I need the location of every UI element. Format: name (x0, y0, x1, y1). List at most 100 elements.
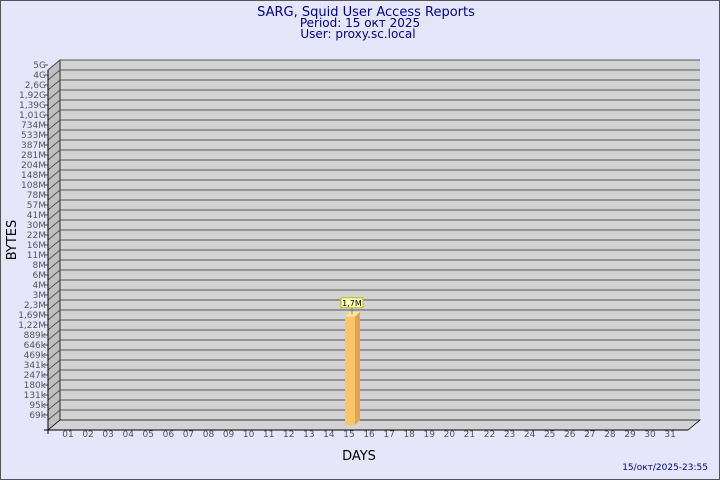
x-tick-label: 05 (143, 430, 154, 440)
gridline-wall (47, 399, 61, 411)
chart-title: SARG, Squid User Access Reports (257, 5, 475, 20)
x-tick-label: 07 (183, 430, 194, 440)
gridline-wall (47, 279, 61, 291)
gridline-wall (47, 69, 61, 81)
y-tick-label: 1,92G (19, 91, 46, 101)
gridline-wall (47, 289, 61, 301)
gridline-wall (47, 249, 61, 261)
x-tick-label: 02 (82, 430, 93, 440)
gridline-wall (47, 219, 61, 231)
y-tick-label: 131k (24, 391, 47, 401)
y-tick-label: 1,69M (18, 311, 46, 321)
data-label: 1,7M (342, 299, 362, 308)
plot-floor (46, 419, 702, 431)
x-tick-label: 18 (403, 430, 415, 440)
chart-period: Period: 15 окт 2025 (300, 16, 420, 30)
bar-top (344, 311, 360, 317)
x-tick-label: 21 (464, 430, 475, 440)
gridline-wall (47, 199, 61, 211)
gridline-wall (47, 259, 61, 271)
y-tick-label: 646k (24, 341, 47, 351)
y-tick-label: 1,22M (18, 321, 46, 331)
gridline-wall (47, 99, 61, 111)
y-tick-label: 8M (33, 261, 47, 271)
y-tick-label: 1,39G (19, 101, 46, 111)
y-axis-label: BYTES (5, 220, 20, 261)
y-tick-label: 78M (27, 191, 46, 201)
gridline-wall (47, 339, 61, 351)
y-tick-label: 4M (33, 281, 47, 291)
y-tick-label: 180k (24, 381, 47, 391)
gridline-wall (47, 269, 61, 281)
footer-timestamp: 15/окт/2025-23:55 (622, 463, 708, 473)
y-tick-label: 22M (27, 231, 46, 241)
y-tick-label: 57M (27, 201, 46, 211)
gridline-wall (47, 379, 61, 391)
gridline-wall (47, 189, 61, 201)
bar-side (354, 311, 360, 425)
gridline-wall (47, 239, 61, 251)
gridline-wall (47, 139, 61, 151)
gridline-wall (47, 389, 61, 401)
gridline-wall (47, 309, 61, 321)
data-label-box (340, 297, 364, 309)
x-tick-label: 06 (163, 430, 175, 440)
y-tick-label: 247k (24, 371, 47, 381)
y-tick-label: 1,01G (19, 111, 46, 121)
x-tick-label: 01 (62, 430, 73, 440)
y-tick-label: 95k (29, 401, 46, 411)
x-tick-label: 16 (363, 430, 375, 440)
gridline-wall (47, 89, 61, 101)
y-tick-label: 3M (33, 291, 47, 301)
x-tick-label: 15 (343, 430, 354, 440)
chart-user: User: proxy.sc.local (300, 27, 415, 41)
x-tick-label: 13 (303, 430, 314, 440)
gridline-wall (47, 149, 61, 161)
x-tick-label: 12 (283, 430, 294, 440)
y-tick-label: 16M (27, 241, 46, 251)
gridline-wall (47, 209, 61, 221)
y-tick-label: 11M (27, 251, 46, 261)
gridline-wall (47, 329, 61, 341)
gridline-wall (47, 299, 61, 311)
gridline-wall (47, 349, 61, 361)
x-tick-label: 29 (624, 430, 636, 440)
x-tick-label: 17 (383, 430, 394, 440)
y-tick-label: 281M (21, 151, 46, 161)
gridline-wall (47, 369, 61, 381)
x-tick-label: 28 (604, 430, 616, 440)
gridline-wall (47, 159, 61, 171)
gridline-wall (47, 169, 61, 181)
x-tick-label: 23 (504, 430, 515, 440)
y-tick-label: 387M (21, 141, 46, 151)
y-tick-label: 6M (33, 271, 47, 281)
y-tick-label: 148M (21, 171, 46, 181)
y-tick-label: 69k (29, 411, 46, 421)
x-tick-label: 14 (323, 430, 335, 440)
x-tick-label: 20 (444, 430, 456, 440)
y-tick-label: 734M (21, 121, 46, 131)
y-tick-label: 533M (21, 131, 46, 141)
x-tick-label: 03 (102, 430, 113, 440)
bar (344, 316, 355, 425)
y-tick-label: 2,6G (25, 81, 46, 91)
gridline-wall (47, 229, 61, 241)
x-tick-label: 11 (263, 430, 274, 440)
gridline-wall (47, 359, 61, 371)
x-tick-label: 26 (564, 430, 576, 440)
y-tick-label: 30M (27, 221, 46, 231)
x-axis-label: DAYS (342, 449, 376, 464)
y-tick-label: 204M (21, 161, 46, 171)
y-tick-label: 5G (33, 61, 46, 71)
x-tick-label: 30 (644, 430, 656, 440)
x-tick-label: 31 (664, 430, 675, 440)
x-tick-label: 19 (424, 430, 436, 440)
y-tick-label: 2,3M (24, 301, 46, 311)
x-tick-label: 04 (122, 430, 134, 440)
x-tick-label: 22 (484, 430, 495, 440)
x-tick-label: 08 (203, 430, 215, 440)
gridline-wall (47, 179, 61, 191)
gridline-wall (47, 119, 61, 131)
y-tick-label: 41M (27, 211, 46, 221)
